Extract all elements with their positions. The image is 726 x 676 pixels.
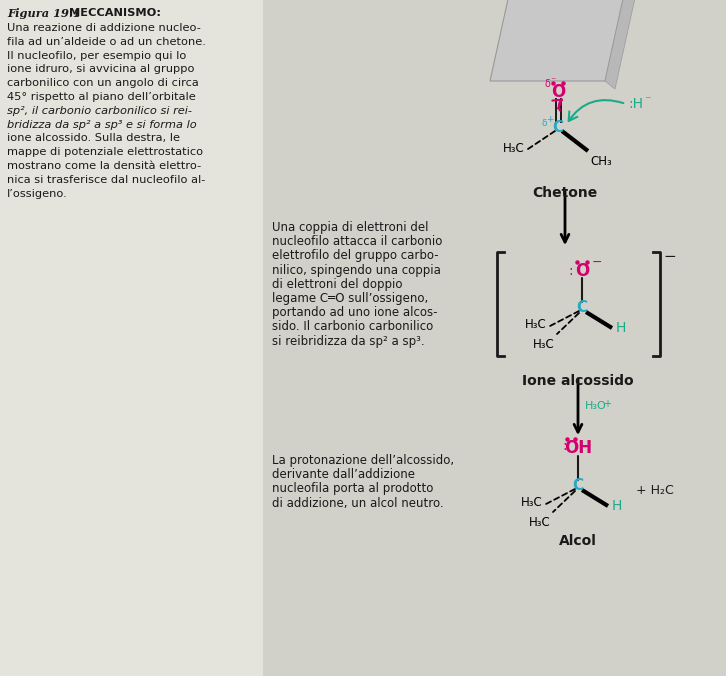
- Text: O: O: [551, 83, 565, 101]
- Text: Alcol: Alcol: [559, 534, 597, 548]
- Text: Chetone: Chetone: [532, 186, 597, 200]
- Text: legame C═O sull’ossigeno,: legame C═O sull’ossigeno,: [272, 292, 428, 305]
- Text: ione alcossido. Sulla destra, le: ione alcossido. Sulla destra, le: [7, 133, 180, 143]
- Text: ⁻: ⁻: [644, 95, 650, 107]
- Text: di addizione, un alcol neutro.: di addizione, un alcol neutro.: [272, 497, 444, 510]
- Text: fila ad un’aldeide o ad un chetone.: fila ad un’aldeide o ad un chetone.: [7, 37, 206, 47]
- Text: δ: δ: [542, 118, 547, 128]
- Text: Una coppia di elettroni del: Una coppia di elettroni del: [272, 221, 428, 234]
- FancyArrowPatch shape: [552, 99, 562, 110]
- Text: carbonilico con un angolo di circa: carbonilico con un angolo di circa: [7, 78, 199, 88]
- Text: H: H: [616, 321, 627, 335]
- Text: C: C: [576, 301, 587, 316]
- FancyArrowPatch shape: [568, 100, 624, 121]
- Text: H₃C: H₃C: [525, 318, 547, 331]
- Text: +: +: [546, 116, 554, 124]
- Text: sido. Il carbonio carbonilico: sido. Il carbonio carbonilico: [272, 320, 433, 333]
- Text: :: :: [563, 439, 567, 453]
- Text: sp², il carbonio carbonilico si rei-: sp², il carbonio carbonilico si rei-: [7, 106, 192, 116]
- Text: :H: :H: [628, 97, 643, 111]
- Text: CH₃: CH₃: [590, 155, 612, 168]
- Text: Il nucleofilo, per esempio qui lo: Il nucleofilo, per esempio qui lo: [7, 51, 187, 61]
- Text: OH: OH: [564, 439, 592, 457]
- Text: ione idruro, si avvicina al gruppo: ione idruro, si avvicina al gruppo: [7, 64, 195, 74]
- Text: H₃C: H₃C: [529, 516, 551, 529]
- Text: C: C: [552, 120, 563, 135]
- Text: nilico, spingendo una coppia: nilico, spingendo una coppia: [272, 264, 441, 276]
- Text: H₃C: H₃C: [534, 338, 555, 351]
- Text: derivante dall’addizione: derivante dall’addizione: [272, 468, 415, 481]
- Text: H₃C: H₃C: [503, 143, 525, 155]
- Text: Figura 19.1: Figura 19.1: [7, 8, 81, 19]
- Polygon shape: [490, 0, 627, 81]
- Text: Una reazione di addizione nucleo-: Una reazione di addizione nucleo-: [7, 23, 201, 33]
- Text: l’ossigeno.: l’ossigeno.: [7, 189, 68, 199]
- Text: δ: δ: [544, 79, 550, 89]
- Text: −: −: [592, 256, 603, 268]
- Text: 45° rispetto al piano dell’orbitale: 45° rispetto al piano dell’orbitale: [7, 92, 196, 102]
- Text: H₃C: H₃C: [521, 496, 543, 508]
- Text: MECCANISMO:: MECCANISMO:: [65, 8, 161, 18]
- Text: nucleofilo attacca il carbonio: nucleofilo attacca il carbonio: [272, 235, 442, 248]
- Text: C: C: [572, 479, 584, 493]
- Text: bridizza da sp² a sp³ e si forma lo: bridizza da sp² a sp³ e si forma lo: [7, 120, 197, 130]
- Text: elettrofilo del gruppo carbo-: elettrofilo del gruppo carbo-: [272, 249, 439, 262]
- Text: :: :: [568, 264, 574, 278]
- Text: ⁻: ⁻: [550, 76, 555, 86]
- Bar: [263, 0, 726, 676]
- Text: La protonazione dell’alcossido,: La protonazione dell’alcossido,: [272, 454, 454, 467]
- Text: di elettroni del doppio: di elettroni del doppio: [272, 278, 402, 291]
- Text: + H₂C: + H₂C: [636, 485, 674, 498]
- Text: mappe di potenziale elettrostatico: mappe di potenziale elettrostatico: [7, 147, 203, 158]
- Text: H: H: [612, 499, 622, 513]
- Text: portando ad uno ione alcos-: portando ad uno ione alcos-: [272, 306, 438, 319]
- Text: Ione alcossido: Ione alcossido: [522, 374, 634, 388]
- Text: +: +: [603, 399, 611, 409]
- Text: nucleofila porta al prodotto: nucleofila porta al prodotto: [272, 483, 433, 496]
- Text: si reibridizza da sp² a sp³.: si reibridizza da sp² a sp³.: [272, 335, 425, 347]
- Text: O: O: [575, 262, 589, 280]
- Text: H₃O: H₃O: [585, 401, 607, 411]
- Text: mostrano come la densità elettro-: mostrano come la densità elettro-: [7, 161, 201, 171]
- Bar: [0, 0, 263, 676]
- Polygon shape: [605, 0, 637, 89]
- Text: nica si trasferisce dal nucleofilo al-: nica si trasferisce dal nucleofilo al-: [7, 175, 205, 185]
- Text: −: −: [663, 249, 676, 264]
